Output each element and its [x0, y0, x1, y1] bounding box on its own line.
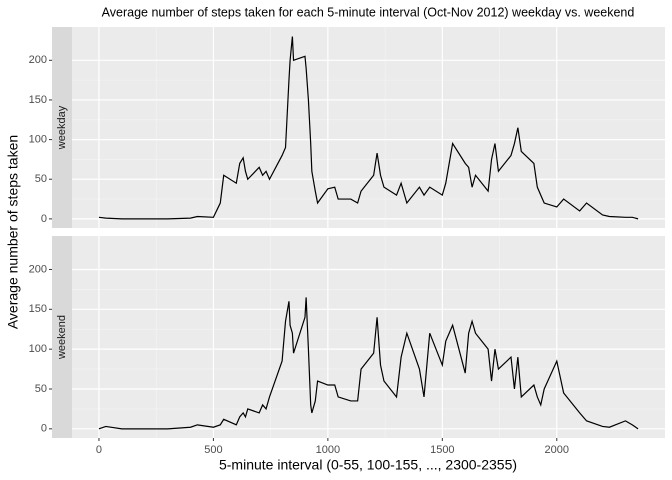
x-axis-label: 5-minute interval (0-55, 100-155, ..., 2…	[219, 457, 517, 473]
x-tick-label: 2000	[545, 444, 569, 456]
y-tick-label: 50	[35, 173, 47, 185]
y-tick-label: 100	[29, 343, 47, 355]
strip	[52, 27, 72, 228]
y-tick-label: 150	[29, 303, 47, 315]
x-tick-label: 1000	[316, 444, 340, 456]
line	[98, 36, 639, 220]
y-tick-label: 0	[41, 213, 47, 225]
line	[98, 297, 639, 430]
x-tick-label: 0	[96, 444, 102, 456]
y-tick-label: 150	[29, 94, 47, 106]
x-tick-label: 500	[204, 444, 222, 456]
strip	[52, 236, 72, 438]
y-tick-label: 0	[41, 423, 47, 435]
panel-background	[72, 27, 665, 228]
x-tick-label: 1500	[430, 444, 454, 456]
strip-label: weekday	[56, 105, 68, 150]
y-tick-label: 100	[29, 133, 47, 145]
y-axis-label: Average number of steps taken	[5, 135, 21, 329]
chart-title: Average number of steps taken for each 5…	[102, 5, 635, 19]
y-tick-label: 50	[35, 383, 47, 395]
y-tick-label: 200	[29, 54, 47, 66]
strip-label: weekend	[56, 315, 68, 360]
y-tick-label: 200	[29, 263, 47, 275]
